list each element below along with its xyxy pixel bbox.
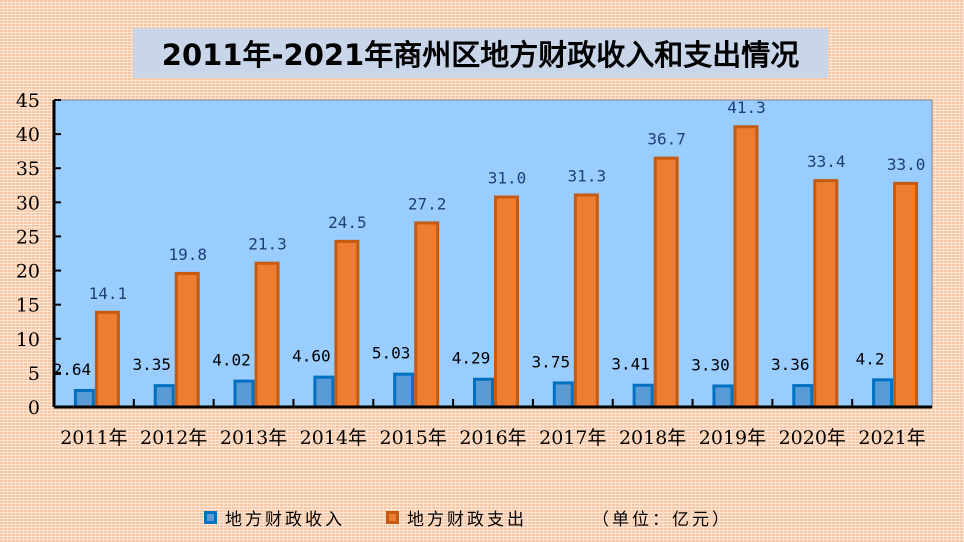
data-label-income: 3.36 (771, 355, 810, 374)
data-label-expense: 36.7 (647, 130, 686, 149)
bar-expense (414, 221, 440, 409)
x-tick-label: 2017年 (539, 427, 606, 449)
data-label-income: 3.41 (611, 355, 650, 374)
y-tick-label: 30 (16, 192, 40, 214)
bar-expense (813, 179, 839, 409)
bar-income (393, 372, 415, 409)
bar-income (473, 377, 494, 409)
data-label-expense: 24.5 (328, 213, 367, 232)
chart-title: 2011年-2021年商州区地方财政收入和支出情况 (133, 28, 828, 78)
data-label-income: 3.30 (691, 355, 730, 374)
data-label-income: 2.64 (53, 360, 92, 379)
y-tick-label: 45 (16, 90, 40, 112)
data-label-income: 5.03 (372, 344, 411, 363)
unit-note: （单位：亿元） (592, 510, 732, 530)
bar-expense (94, 310, 120, 409)
x-tick-label: 2021年 (858, 427, 925, 449)
bar-income (233, 379, 255, 409)
bar-expense (494, 195, 519, 409)
bar-income (552, 381, 574, 409)
y-tick-label: 10 (16, 329, 40, 351)
x-tick-label: 2013年 (220, 427, 287, 449)
x-tick-label: 2020年 (779, 427, 846, 449)
data-label-expense: 19.8 (168, 245, 207, 264)
bar-income (712, 384, 734, 409)
x-tick-label: 2019年 (699, 427, 766, 449)
y-tick-label: 35 (16, 158, 40, 180)
bar-expense (653, 156, 679, 409)
data-label-expense: 31.0 (488, 169, 527, 188)
bar-income (872, 378, 894, 409)
data-label-expense: 27.2 (408, 194, 447, 213)
x-tick-label: 2016年 (459, 427, 526, 449)
bar-expense (893, 181, 919, 409)
data-label-expense: 14.1 (89, 284, 128, 303)
x-tick-label: 2015年 (380, 427, 447, 449)
bar-expense (334, 239, 360, 409)
data-label-expense: 21.3 (248, 235, 287, 254)
data-label-income: 4.2 (856, 349, 885, 368)
y-tick-label: 20 (16, 261, 40, 283)
legend-swatch-income (204, 511, 217, 524)
bar-income (313, 375, 335, 409)
legend-label: 地方财政支出 (407, 510, 527, 530)
data-label-income: 4.02 (212, 351, 251, 370)
y-tick-label: 15 (16, 295, 40, 317)
x-tick-label: 2018年 (619, 427, 686, 449)
y-tick-label: 5 (28, 363, 40, 385)
bar-expense (254, 261, 280, 409)
bar-income (792, 384, 814, 409)
bar-income (73, 388, 95, 409)
data-label-expense: 31.3 (568, 166, 607, 185)
data-label-expense: 33.4 (807, 152, 846, 171)
plot-area (53, 99, 933, 408)
bar-expense (573, 193, 599, 409)
bar-expense (733, 125, 759, 409)
legend-label: 地方财政收入 (225, 510, 345, 530)
x-tick-label: 2014年 (300, 427, 367, 449)
data-label-expense: 33.0 (887, 155, 926, 174)
y-tick-label: 25 (16, 226, 40, 248)
y-tick-label: 0 (28, 397, 40, 419)
legend-swatch-expense (386, 511, 399, 524)
data-label-income: 4.29 (452, 349, 491, 368)
bar-income (632, 383, 654, 409)
data-label-expense: 41.3 (727, 98, 766, 117)
x-tick-label: 2011年 (60, 427, 127, 449)
bar-income (153, 384, 175, 409)
data-label-income: 3.35 (132, 355, 171, 374)
legend-item-expense: 地方财政支出 (386, 505, 527, 530)
data-label-income: 4.60 (292, 347, 331, 366)
x-tick-label: 2012年 (140, 427, 207, 449)
legend-item-income: 地方财政收入 (204, 505, 345, 530)
bar-expense (174, 271, 200, 409)
data-label-income: 3.75 (532, 352, 571, 371)
y-tick-label: 40 (16, 124, 40, 146)
